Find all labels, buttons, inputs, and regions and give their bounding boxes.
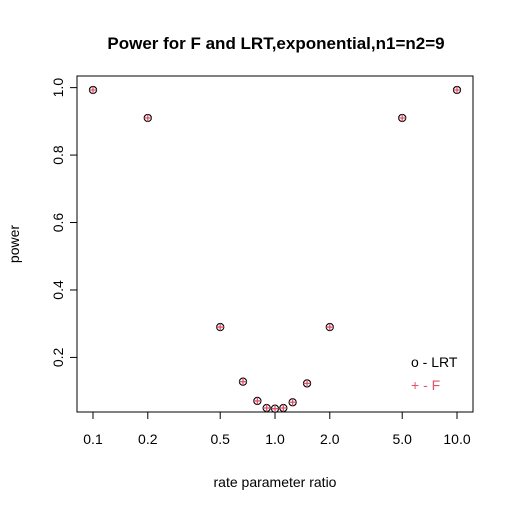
f-point [453,86,461,94]
x-axis-label: rate parameter ratio [214,474,337,490]
x-axis: 0.1 0.2 0.5 1.0 2.0 5.0 10.0 [83,411,471,447]
x-tick-label: 0.5 [210,431,230,447]
x-tick-label: 1.0 [265,431,285,447]
f-point [239,378,247,386]
y-tick-label: 1.0 [50,78,66,98]
f-point [144,114,152,122]
y-tick-label: 0.4 [50,280,66,300]
x-tick-label: 2.0 [320,431,340,447]
f-point [89,86,97,94]
f-point [253,397,261,405]
data-points [88,85,462,413]
chart-title: Power for F and LRT,exponential,n1=n2=9 [107,34,444,53]
x-tick-label: 0.2 [138,431,158,447]
y-tick-label: 0.6 [50,213,66,233]
f-point [326,323,334,331]
x-tick-label: 0.1 [83,431,103,447]
y-tick-label: 0.2 [50,347,66,367]
f-point [216,323,224,331]
legend: o - LRT + - F [411,354,458,393]
legend-entry-f: + - F [411,377,440,393]
f-point [271,405,279,413]
y-axis-label: power [6,225,22,263]
f-point [398,114,406,122]
x-tick-label: 10.0 [443,431,470,447]
y-axis: 0.2 0.4 0.6 0.8 1.0 [50,78,78,367]
x-tick-label: 5.0 [392,431,412,447]
legend-entry-lrt: o - LRT [411,354,458,370]
y-tick-label: 0.8 [50,145,66,165]
f-point [263,404,271,412]
f-point [279,404,287,412]
f-point [289,398,297,406]
f-point [303,379,311,387]
